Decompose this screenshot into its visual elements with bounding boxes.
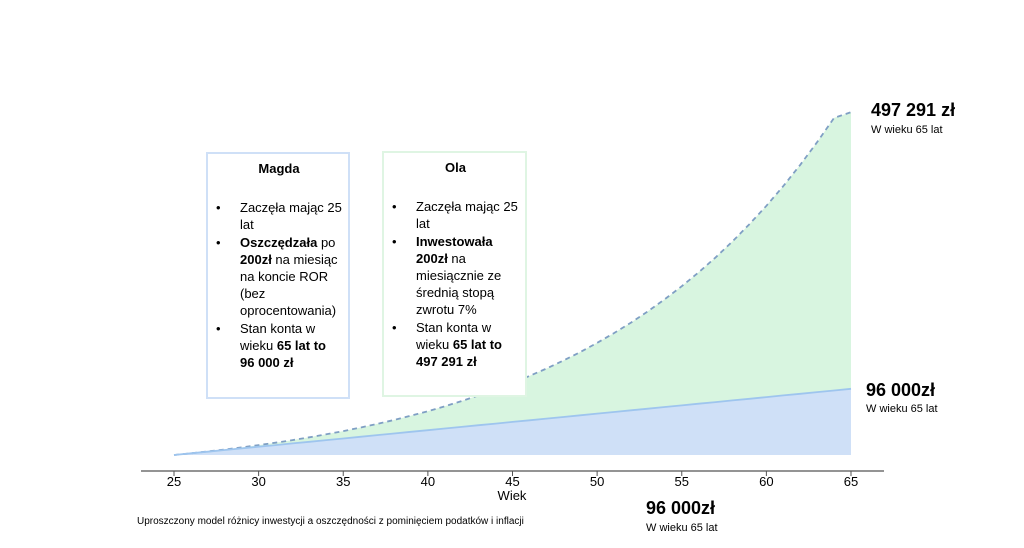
ola-info-box: Ola Zaczęła mając 25 lat Inwestowała 200… (382, 151, 527, 397)
x-tick-label-50: 50 (590, 474, 604, 489)
ola-balance-text: Stan konta w wieku (416, 319, 492, 352)
magda-final-value: 96 000zł (866, 380, 936, 400)
magda-title: Magda (258, 161, 300, 176)
ola-bullet-start: Zaczęła mając 25 lat (392, 198, 519, 232)
magda-balance-bold: 65 lat to 96 000 zł (240, 337, 326, 371)
magda-bullet-start-text: Zaczęła mając 25 lat (240, 200, 342, 233)
magda-bullet-balance: Stan konta w wieku 65 lat to 96 000 zł (216, 320, 342, 372)
magda-bullets: Zaczęła mając 25 lat Oszczędzała po 200z… (216, 199, 342, 371)
magda-saving-text2: na miesiąc na koncie ROR (bez oprocentow… (240, 251, 338, 319)
area-ola (174, 112, 851, 455)
x-tick-label-65: 65 (844, 474, 858, 489)
ola-title: Ola (445, 160, 466, 175)
ola-bullet-start-text: Zaczęła mając 25 lat (416, 199, 518, 232)
magda-saving-bold: Oszczędzała (240, 234, 318, 250)
magda-bullet-saving: Oszczędzała po 200zł na miesiąc na konci… (216, 234, 342, 320)
x-tick-label-25: 25 (167, 474, 181, 489)
ola-final-age: W wieku 65 lat (871, 124, 943, 136)
ola-investing-bold: Inwestowała 200zł (416, 233, 493, 266)
ola-final-value: 497 291 zł (871, 100, 956, 120)
ola-bullet-investing: Inwestowała 200zł na miesiącznie ze śred… (392, 233, 519, 319)
x-tick-label-55: 55 (675, 474, 689, 489)
magda-bullet-start: Zaczęła mając 25 lat (216, 199, 342, 233)
x-tick-label-35: 35 (336, 474, 350, 489)
magda-final-age: W wieku 65 lat (866, 403, 938, 415)
bottom-final-age: W wieku 65 lat (646, 522, 718, 534)
footnote: Uproszczony model różnicy inwestycji a o… (137, 516, 524, 527)
magda-info-box: Magda Zaczęła mając 25 lat Oszczędzała p… (206, 152, 350, 399)
magda-saving-text1: po (317, 234, 336, 250)
ola-bullets: Zaczęła mając 25 lat Inwestowała 200zł n… (392, 198, 519, 370)
ola-bullet-balance: Stan konta w wieku 65 lat to 497 291 zł (392, 319, 519, 371)
x-tick-label-60: 60 (759, 474, 773, 489)
ola-balance-bold: 65 lat to 497 291 zł (416, 336, 502, 370)
magda-balance-text: Stan konta w wieku (240, 320, 316, 353)
bottom-final-value: 96 000zł (646, 498, 716, 518)
x-tick-label-45: 45 (505, 474, 519, 489)
x-axis-label: Wiek (498, 488, 527, 503)
ola-investing-text: na miesiącznie ze średnią stopą zwrotu 7… (416, 250, 502, 318)
x-tick-label-40: 40 (421, 474, 435, 489)
line-magda (173, 387, 852, 456)
x-tick-label-30: 30 (251, 474, 265, 489)
magda-saving-amount: 200zł (240, 251, 272, 267)
